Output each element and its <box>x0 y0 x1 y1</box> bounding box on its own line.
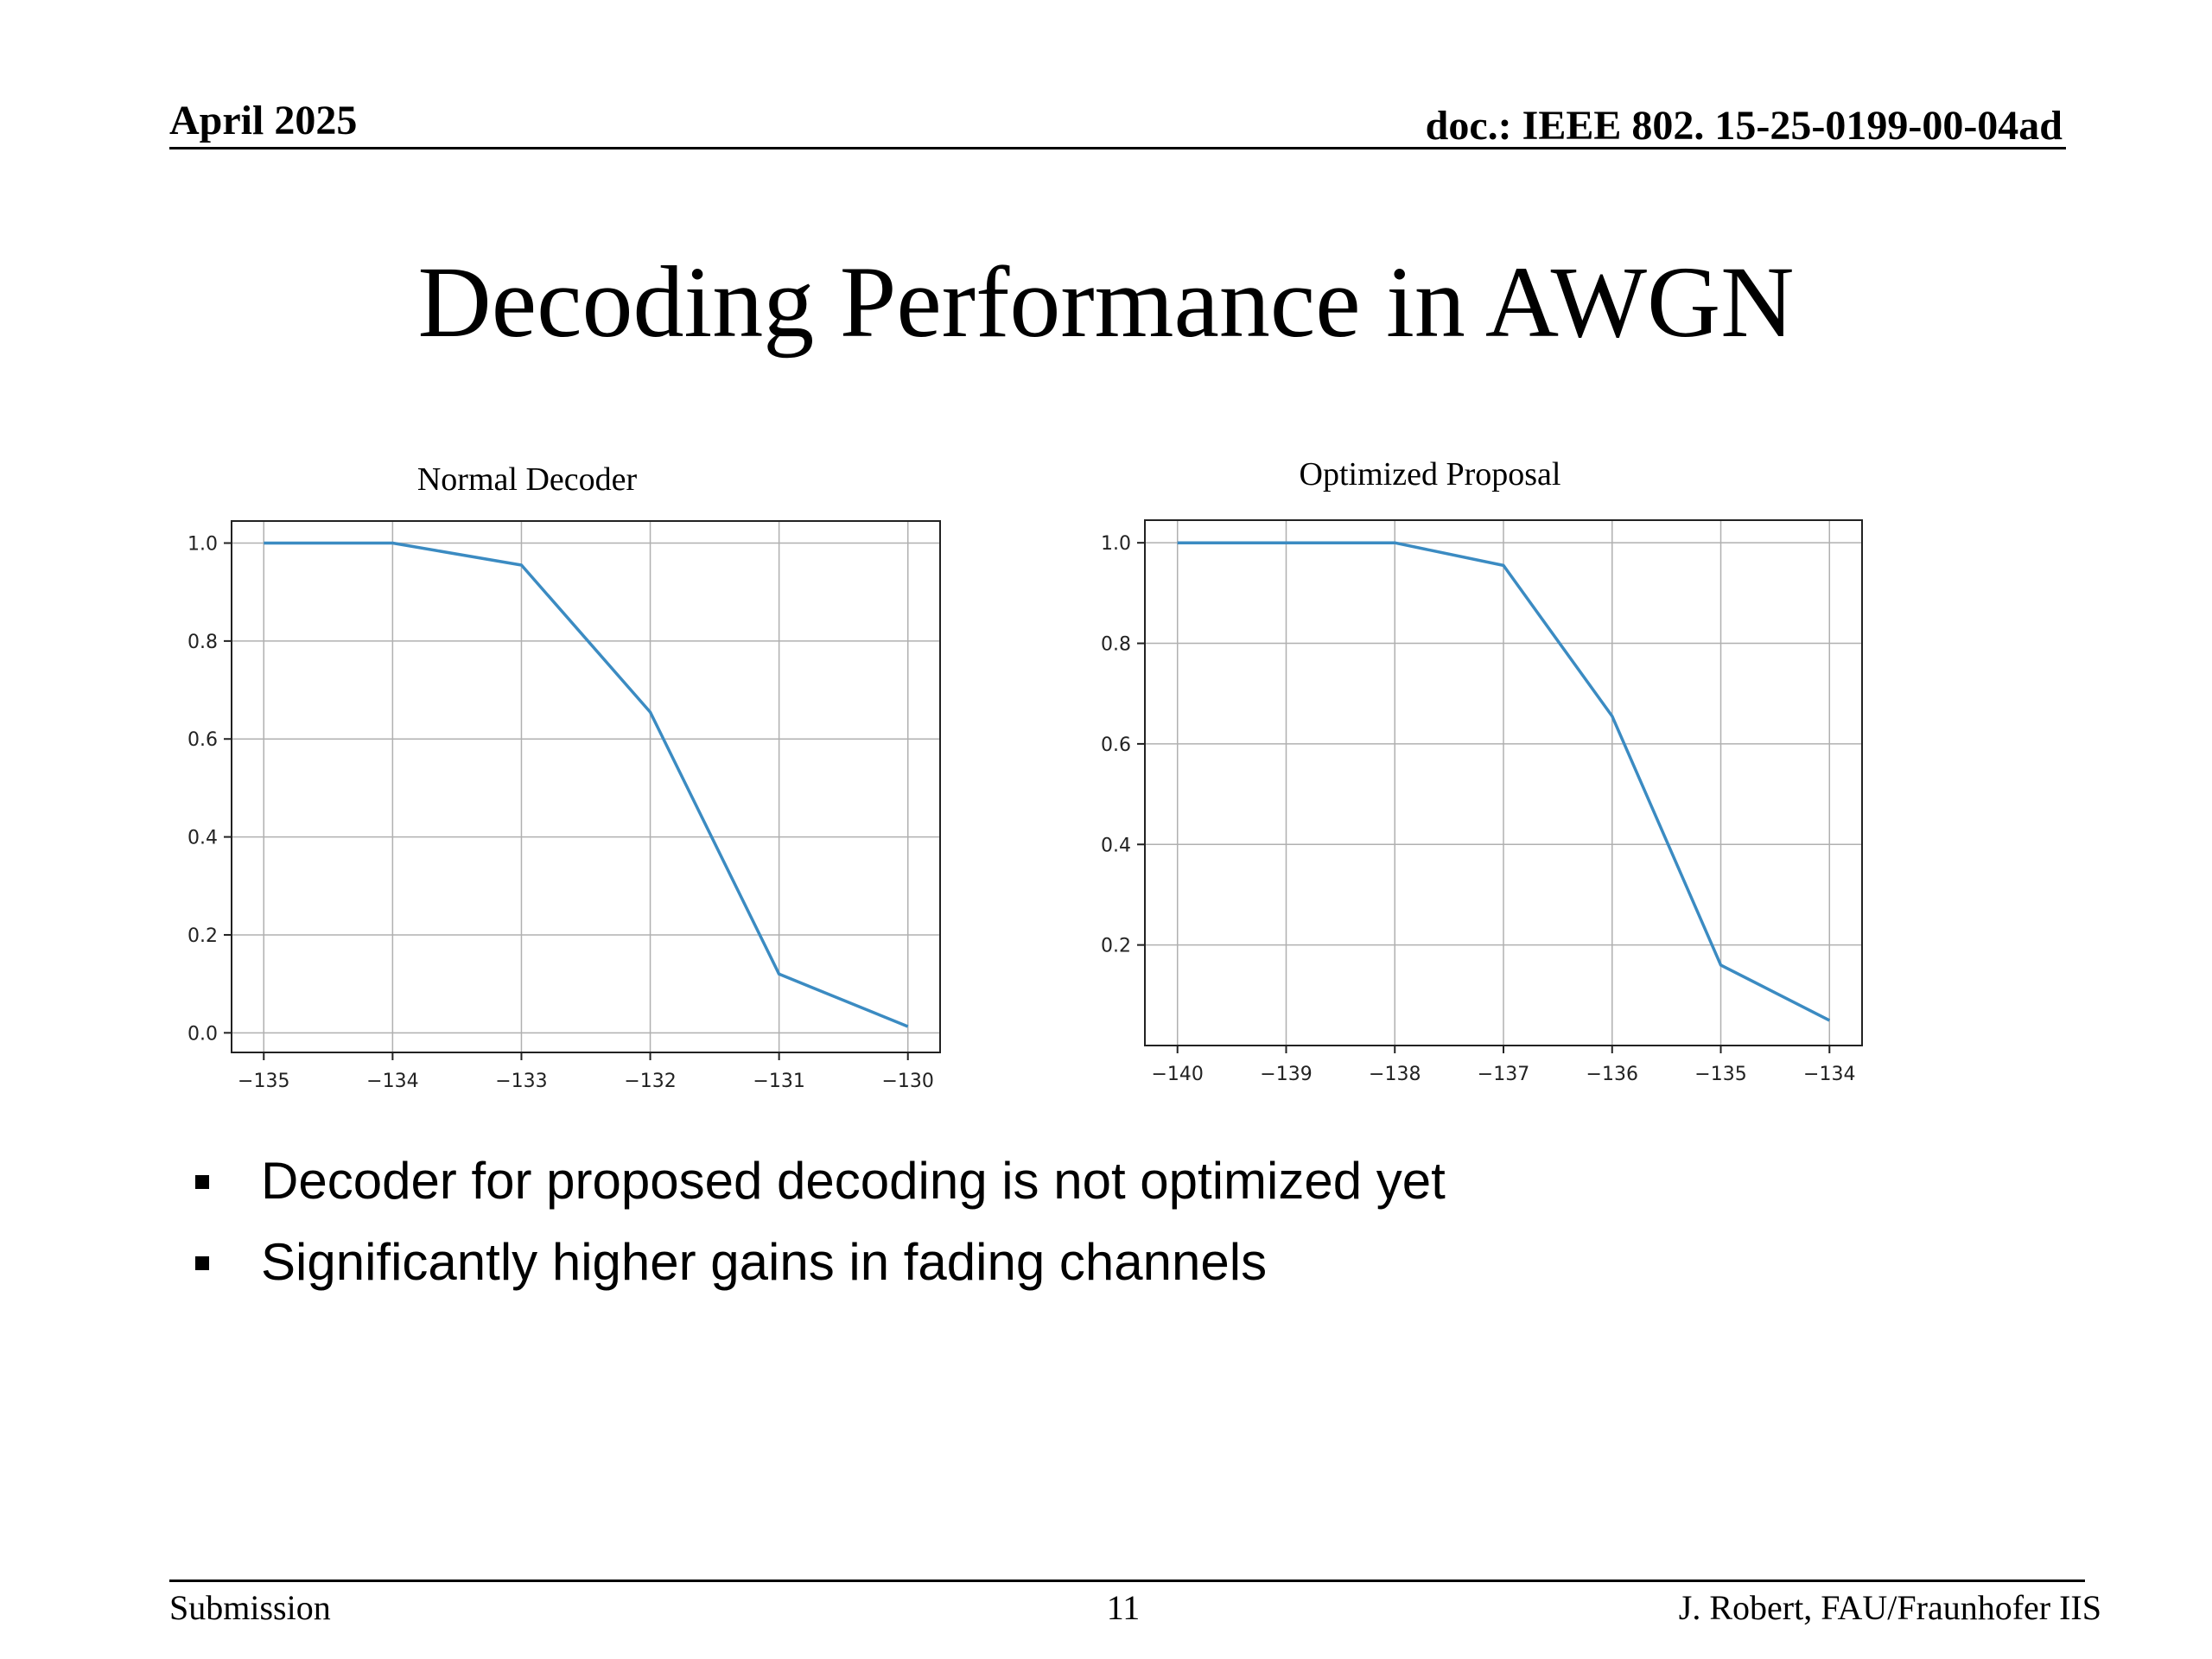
x-tick-label: −139 <box>1260 1064 1312 1085</box>
x-tick-label: −135 <box>238 1071 289 1092</box>
y-tick-label: 0.2 <box>1101 936 1131 957</box>
x-tick-label: −132 <box>624 1071 676 1092</box>
y-tick-label: 0.2 <box>188 925 218 947</box>
x-tick-label: −135 <box>1694 1064 1746 1085</box>
x-tick-label: −137 <box>1478 1064 1529 1085</box>
header-doc-id: doc.: IEEE 802. 15-25-0199-00-04ad <box>1425 103 2063 149</box>
y-tick-label: 0.0 <box>188 1023 218 1045</box>
y-tick-label: 0.4 <box>1101 835 1131 856</box>
y-tick-label: 1.0 <box>188 534 218 556</box>
x-tick-label: −134 <box>1803 1064 1855 1085</box>
bullet-text: Significantly higher gains in fading cha… <box>261 1233 1268 1291</box>
bullet-item: Significantly higher gains in fading cha… <box>188 1222 1446 1303</box>
bullet-text: Decoder for proposed decoding is not opt… <box>261 1152 1446 1210</box>
footer-page-number: 11 <box>1106 1588 1141 1627</box>
bullet-item: Decoder for proposed decoding is not opt… <box>188 1141 1446 1222</box>
footer-submission: Submission <box>169 1588 331 1627</box>
header-date: April 2025 <box>169 98 358 143</box>
bullet-list: Decoder for proposed decoding is not opt… <box>188 1141 1446 1303</box>
y-tick-label: 0.4 <box>188 828 218 849</box>
footer-author: J. Robert, FAU/Fraunhofer IIS <box>1678 1588 2101 1627</box>
x-tick-label: −130 <box>882 1071 934 1092</box>
left-chart-title: Normal Decoder <box>416 461 638 498</box>
plot-frame <box>231 520 941 1053</box>
y-tick-label: 0.6 <box>1101 734 1131 756</box>
series-line <box>264 541 909 1028</box>
x-tick-label: −140 <box>1152 1064 1204 1085</box>
x-tick-label: −138 <box>1369 1064 1421 1085</box>
y-tick-label: 1.0 <box>1101 533 1131 555</box>
y-tick-label: 0.8 <box>1101 634 1131 656</box>
x-tick-label: −134 <box>366 1071 418 1092</box>
optimized-proposal-chart: −140 −139 −138 −137 −136 −135 −134 0.2 0.4 0.6 0.8… <box>1101 519 1863 1085</box>
bullet-square-icon <box>195 1256 209 1270</box>
header-rule <box>169 147 2066 149</box>
slide-title: Decoding Performance in AWGN <box>417 245 1795 359</box>
bullet-square-icon <box>195 1175 209 1189</box>
x-tick-label: −133 <box>495 1071 547 1092</box>
right-chart-title: Optimized Proposal <box>1299 456 1561 493</box>
x-tick-label: −136 <box>1586 1064 1638 1085</box>
footer-rule <box>169 1580 2085 1582</box>
x-tick-label: −131 <box>753 1071 804 1092</box>
normal-decoder-chart: −135 −134 −133 −132 −131 −130 0.0 0.2 0.4 0.6 0.8 1… <box>188 520 941 1092</box>
y-tick-label: 0.6 <box>188 729 218 751</box>
y-tick-label: 0.8 <box>188 632 218 653</box>
